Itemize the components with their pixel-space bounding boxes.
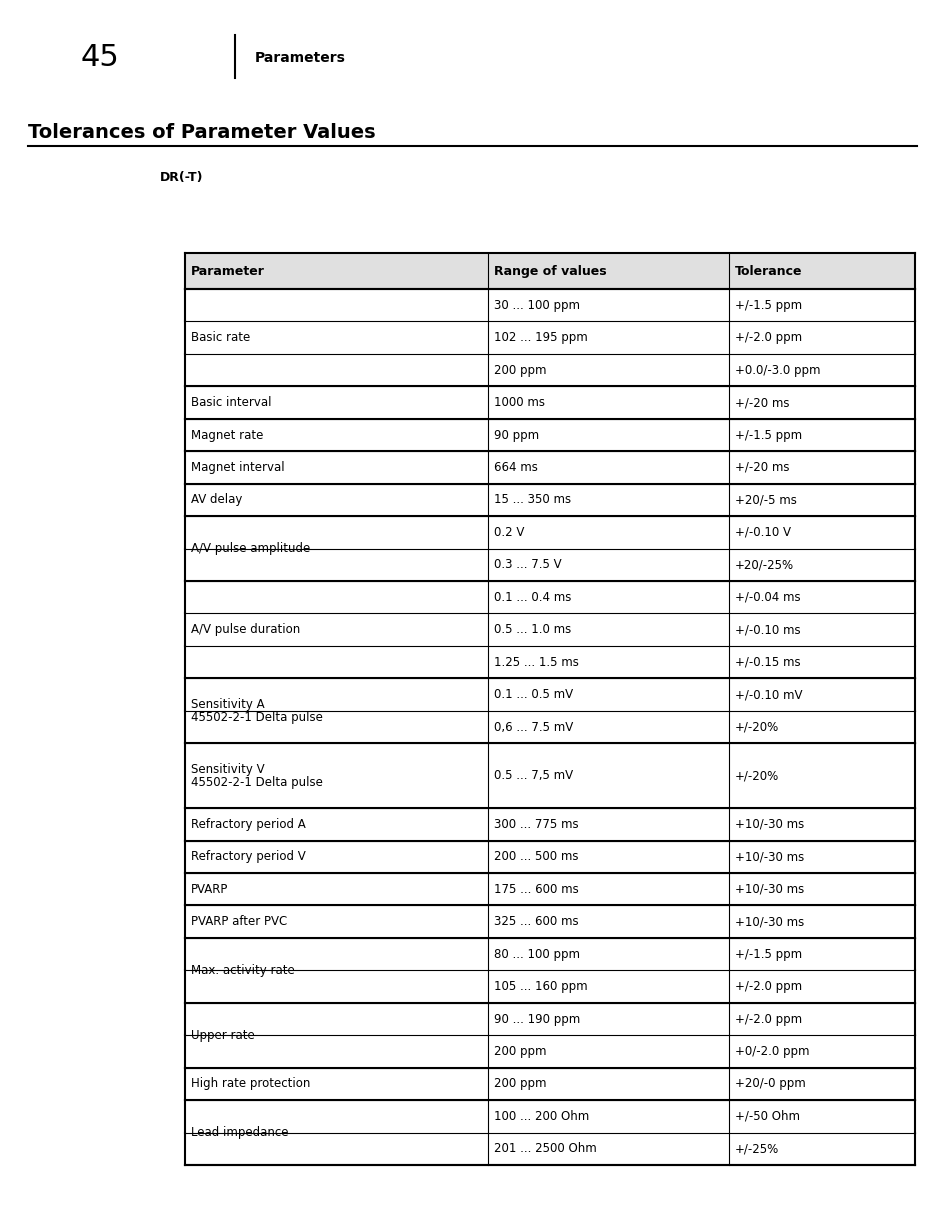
Text: Refractory period A: Refractory period A: [191, 818, 306, 831]
Text: +10/-30 ms: +10/-30 ms: [734, 915, 803, 928]
Text: +/-2.0 ppm: +/-2.0 ppm: [734, 980, 801, 993]
Text: 0.2 V: 0.2 V: [494, 526, 524, 539]
Text: 80 ... 100 ppm: 80 ... 100 ppm: [494, 947, 580, 961]
Text: +0.0/-3.0 ppm: +0.0/-3.0 ppm: [734, 364, 819, 377]
Text: +/-50 Ohm: +/-50 Ohm: [734, 1110, 799, 1123]
Text: 0.3 ... 7.5 V: 0.3 ... 7.5 V: [494, 558, 561, 571]
Text: Sensitivity V: Sensitivity V: [191, 763, 264, 775]
Text: +/-20 ms: +/-20 ms: [734, 397, 788, 409]
Text: 30 ... 100 ppm: 30 ... 100 ppm: [494, 298, 580, 312]
Text: Range of values: Range of values: [494, 264, 606, 278]
Text: Tolerance: Tolerance: [734, 264, 801, 278]
Text: +/-1.5 ppm: +/-1.5 ppm: [734, 428, 801, 442]
Text: 0,6 ... 7.5 mV: 0,6 ... 7.5 mV: [494, 721, 573, 734]
Text: Max. activity rate: Max. activity rate: [191, 964, 295, 976]
Text: 102 ... 195 ppm: 102 ... 195 ppm: [494, 331, 587, 344]
Text: AV delay: AV delay: [191, 494, 242, 506]
Text: Parameter: Parameter: [191, 264, 264, 278]
Text: +10/-30 ms: +10/-30 ms: [734, 818, 803, 831]
Text: 0.1 ... 0.5 mV: 0.1 ... 0.5 mV: [494, 688, 572, 701]
Text: 1000 ms: 1000 ms: [494, 397, 545, 409]
Text: 90 ppm: 90 ppm: [494, 428, 538, 442]
Text: 175 ... 600 ms: 175 ... 600 ms: [494, 883, 578, 895]
Text: +/-0.10 mV: +/-0.10 mV: [734, 688, 801, 701]
Text: 0.5 ... 1.0 ms: 0.5 ... 1.0 ms: [494, 623, 570, 636]
Text: A/V pulse duration: A/V pulse duration: [191, 623, 300, 636]
Text: Tolerances of Parameter Values: Tolerances of Parameter Values: [28, 123, 375, 142]
Text: Upper rate: Upper rate: [191, 1029, 255, 1042]
Text: +/-0.10 V: +/-0.10 V: [734, 526, 790, 539]
Text: 45502-2-1 Delta pulse: 45502-2-1 Delta pulse: [191, 711, 323, 724]
Text: 0.1 ... 0.4 ms: 0.1 ... 0.4 ms: [494, 591, 571, 604]
Text: PVARP: PVARP: [191, 883, 228, 895]
Text: 0.5 ... 7,5 mV: 0.5 ... 7,5 mV: [494, 769, 572, 782]
Text: 105 ... 160 ppm: 105 ... 160 ppm: [494, 980, 587, 993]
Text: +/-0.04 ms: +/-0.04 ms: [734, 591, 800, 604]
Text: Refractory period V: Refractory period V: [191, 850, 306, 864]
Text: +20/-5 ms: +20/-5 ms: [734, 494, 796, 506]
Text: 200 ppm: 200 ppm: [494, 364, 546, 377]
Text: 325 ... 600 ms: 325 ... 600 ms: [494, 915, 578, 928]
Text: 200 ppm: 200 ppm: [494, 1077, 546, 1090]
Text: +/-0.10 ms: +/-0.10 ms: [734, 623, 800, 636]
Text: Lead impedance: Lead impedance: [191, 1126, 288, 1139]
Text: +/-0.15 ms: +/-0.15 ms: [734, 656, 800, 668]
Text: PVARP after PVC: PVARP after PVC: [191, 915, 287, 928]
Text: +/-25%: +/-25%: [734, 1143, 778, 1155]
Text: 100 ... 200 Ohm: 100 ... 200 Ohm: [494, 1110, 588, 1123]
Text: Magnet interval: Magnet interval: [191, 461, 284, 474]
Text: +20/-25%: +20/-25%: [734, 558, 793, 571]
Text: 200 ppm: 200 ppm: [494, 1044, 546, 1058]
Text: 300 ... 775 ms: 300 ... 775 ms: [494, 818, 578, 831]
Text: +/-20%: +/-20%: [734, 721, 778, 734]
Text: +/-20 ms: +/-20 ms: [734, 461, 788, 474]
Text: +/-2.0 ppm: +/-2.0 ppm: [734, 331, 801, 344]
Text: Basic interval: Basic interval: [191, 397, 271, 409]
Text: Magnet rate: Magnet rate: [191, 428, 263, 442]
Text: Sensitivity A: Sensitivity A: [191, 697, 264, 711]
Text: +/-1.5 ppm: +/-1.5 ppm: [734, 298, 801, 312]
Text: High rate protection: High rate protection: [191, 1077, 310, 1090]
Text: 15 ... 350 ms: 15 ... 350 ms: [494, 494, 570, 506]
Text: Parameters: Parameters: [255, 51, 346, 66]
Text: +10/-30 ms: +10/-30 ms: [734, 883, 803, 895]
Text: 1.25 ... 1.5 ms: 1.25 ... 1.5 ms: [494, 656, 579, 668]
Text: 45: 45: [80, 44, 119, 73]
Text: 90 ... 190 ppm: 90 ... 190 ppm: [494, 1013, 580, 1025]
Text: 45502-2-1 Delta pulse: 45502-2-1 Delta pulse: [191, 775, 323, 788]
Text: 664 ms: 664 ms: [494, 461, 537, 474]
Text: +10/-30 ms: +10/-30 ms: [734, 850, 803, 864]
Text: 200 ... 500 ms: 200 ... 500 ms: [494, 850, 578, 864]
Text: +/-20%: +/-20%: [734, 769, 778, 782]
Text: 201 ... 2500 Ohm: 201 ... 2500 Ohm: [494, 1143, 596, 1155]
Text: +20/-0 ppm: +20/-0 ppm: [734, 1077, 804, 1090]
Bar: [185, 254, 914, 289]
Text: Basic rate: Basic rate: [191, 331, 250, 344]
Text: +0/-2.0 ppm: +0/-2.0 ppm: [734, 1044, 808, 1058]
Text: +/-1.5 ppm: +/-1.5 ppm: [734, 947, 801, 961]
Text: +/-2.0 ppm: +/-2.0 ppm: [734, 1013, 801, 1025]
Text: A/V pulse amplitude: A/V pulse amplitude: [191, 542, 310, 556]
Text: DR(-T): DR(-T): [160, 171, 203, 184]
